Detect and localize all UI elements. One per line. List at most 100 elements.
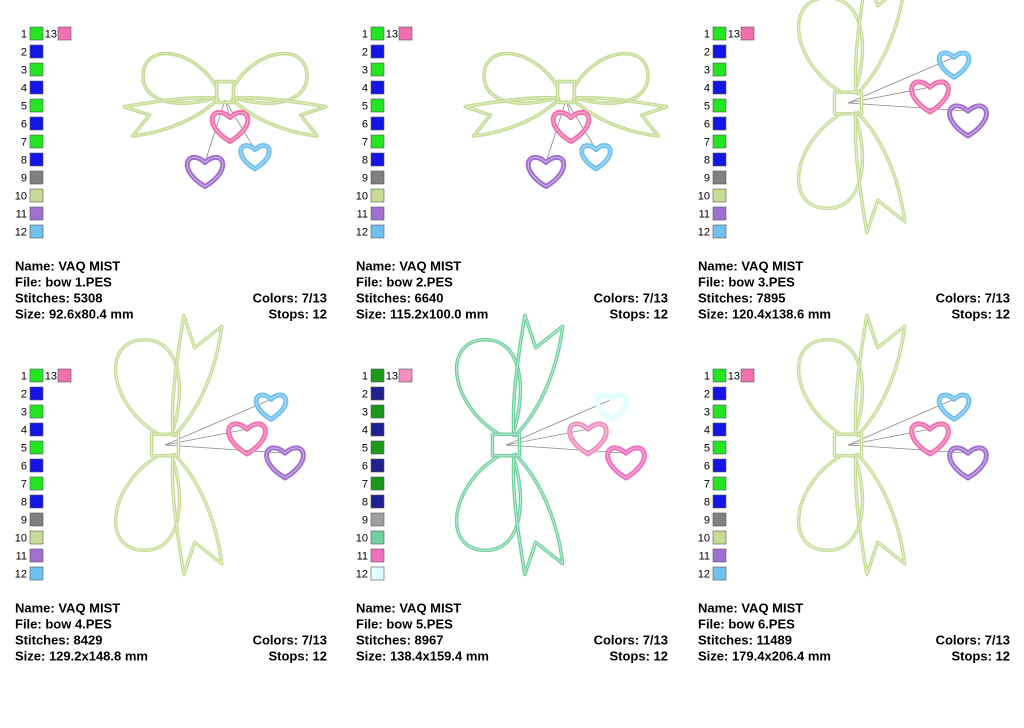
bow-outline [113, 337, 182, 436]
color-swatch [29, 404, 44, 419]
color-swatch [29, 530, 44, 545]
bow-inner [456, 455, 521, 551]
swatch-number: 4 [704, 424, 710, 436]
color-swatch [29, 440, 44, 455]
swatch-number: 10 [356, 532, 368, 544]
bow-inner [854, 110, 906, 233]
swatch-number: 10 [356, 190, 368, 202]
bow-inner [854, 0, 906, 96]
bow-inner [151, 433, 179, 457]
bow-outline [231, 51, 309, 106]
color-swatch [370, 62, 385, 77]
swatch-number: 10 [698, 532, 710, 544]
swatch-number: 13 [45, 370, 57, 382]
color-swatch [29, 152, 44, 167]
bow-inner [142, 53, 217, 104]
design-size: Size: 129.2x148.8 mm [15, 648, 148, 663]
swatch-number: 1 [21, 28, 27, 40]
thread [505, 398, 613, 446]
color-swatch [712, 548, 727, 563]
heart [909, 421, 951, 457]
color-swatch [370, 386, 385, 401]
color-swatch [57, 368, 72, 383]
color-swatch [712, 98, 727, 113]
design-stitches: Stitches: 11489 [698, 632, 792, 647]
design-size: Size: 179.4x206.4 mm [698, 648, 831, 663]
design-stops: Stops: 12 [609, 306, 668, 321]
color-swatch [712, 368, 727, 383]
swatch-number: 13 [45, 28, 57, 40]
color-swatch [29, 206, 44, 221]
color-swatch [29, 458, 44, 473]
bow [113, 313, 224, 577]
swatch-number: 10 [15, 532, 27, 544]
color-swatch [29, 422, 44, 437]
heart-inner [949, 105, 987, 137]
color-swatch [370, 116, 385, 131]
swatch-number: 9 [704, 514, 710, 526]
color-swatch [712, 566, 727, 581]
color-swatch [370, 224, 385, 239]
color-swatch [370, 170, 385, 185]
swatch-number: 1 [704, 28, 710, 40]
swatch-number: 13 [728, 28, 740, 40]
bow [796, 313, 907, 577]
color-swatch [370, 44, 385, 59]
swatch-number: 7 [21, 136, 27, 148]
heart-inner [228, 423, 266, 455]
bow-inner [233, 53, 308, 104]
bow [796, 0, 907, 235]
heart-inner [581, 145, 611, 170]
swatch-number: 7 [362, 136, 368, 148]
swatch-number: 7 [704, 136, 710, 148]
color-swatch [712, 512, 727, 527]
swatch-number: 11 [357, 208, 368, 220]
bow-outline [113, 454, 182, 553]
design-name: Name: VAQ MIST [356, 600, 461, 615]
color-swatch [712, 458, 727, 473]
design-size: Size: 115.2x100.0 mm [356, 306, 488, 321]
bow [454, 313, 565, 577]
color-swatch [712, 26, 727, 41]
color-swatch [712, 80, 727, 95]
color-swatch [370, 548, 385, 563]
swatch-number: 13 [386, 370, 398, 382]
design-name: Name: VAQ MIST [698, 600, 803, 615]
design-name: Name: VAQ MIST [15, 600, 120, 615]
bow-outline [482, 51, 560, 106]
swatch-number: 7 [362, 478, 368, 490]
color-swatch [370, 566, 385, 581]
design-preview [122, 51, 328, 189]
color-swatch [398, 26, 413, 41]
design-file: File: bow 4.PES [15, 616, 112, 631]
design-name: Name: VAQ MIST [356, 258, 461, 273]
swatch-number: 11 [699, 550, 710, 562]
color-swatch [370, 440, 385, 455]
heart [525, 155, 567, 189]
color-swatch [712, 116, 727, 131]
swatch-number: 1 [21, 370, 27, 382]
design-preview [113, 313, 306, 577]
heart-inner [911, 423, 949, 455]
design-stops: Stops: 12 [951, 648, 1010, 663]
color-swatch [370, 206, 385, 221]
swatch-number: 2 [362, 46, 368, 58]
color-swatch [712, 494, 727, 509]
swatch-number: 8 [704, 154, 710, 166]
bow [463, 51, 669, 138]
design-stitches: Stitches: 8429 [15, 632, 102, 647]
heart [264, 445, 306, 481]
color-swatch [712, 134, 727, 149]
thread [847, 56, 955, 104]
bow-inner [171, 452, 223, 575]
color-swatch [29, 368, 44, 383]
swatch-number: 3 [362, 64, 368, 76]
swatch-number: 7 [704, 478, 710, 490]
swatch-number: 5 [362, 100, 368, 112]
swatch-number: 6 [704, 118, 710, 130]
design-file: File: bow 5.PES [356, 616, 453, 631]
color-swatch [29, 386, 44, 401]
swatch-number: 9 [362, 172, 368, 184]
bow-inner [512, 315, 564, 438]
